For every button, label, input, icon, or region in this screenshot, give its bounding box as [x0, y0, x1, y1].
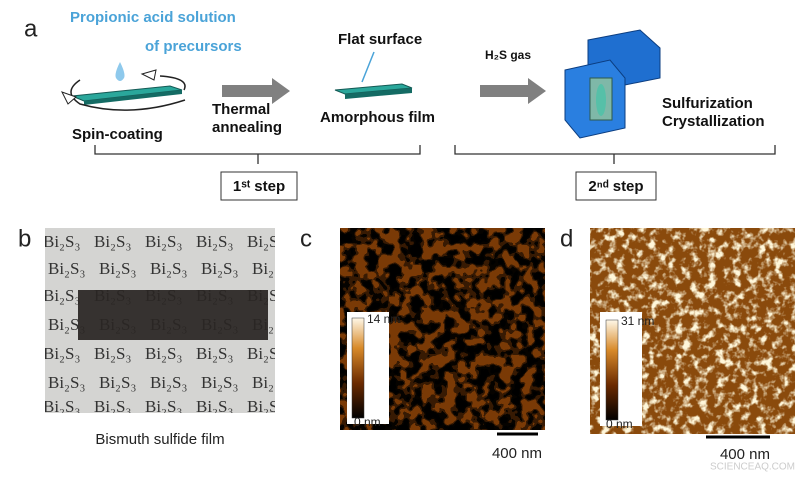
step-label: 1ˢᵗ step [233, 178, 285, 195]
photo-text: Bi₂S₃ [94, 397, 131, 416]
solution-text: Propionic acid solution [70, 9, 236, 26]
photo-text: Bi₂S₃ [201, 373, 238, 392]
colorbar [605, 319, 619, 421]
step-text: Spin-coating [72, 126, 163, 143]
photo-text: Bi₂S₃ [252, 373, 289, 392]
photo-text: Bi₂S₃ [48, 373, 85, 392]
scale-label: 400 nm [720, 446, 770, 463]
photo-text: Bi₂S₃ [150, 259, 187, 278]
process-arrow [222, 78, 290, 104]
photo-text: Bi₂S₃ [145, 397, 182, 416]
step-box [575, 171, 657, 201]
photo-text: Bi₂S₃ [94, 344, 131, 363]
caption: Bismuth sulfide film [95, 431, 224, 448]
rotation-arrow [70, 79, 186, 111]
step-text: Sulfurization [662, 95, 753, 112]
colorbar-label: 31 nm [621, 314, 654, 328]
scale-label: 400 nm [492, 445, 542, 462]
film-sample [78, 290, 268, 340]
step-label: 2ⁿᵈ step [588, 178, 643, 195]
droplet [115, 62, 125, 81]
arrow-head [60, 91, 77, 105]
photo-text: Bi₂S₃ [145, 344, 182, 363]
photo-text: Bi₂S₃ [247, 344, 284, 363]
film-side [345, 88, 412, 99]
furnace [564, 29, 661, 139]
photo-text: Bi₂S₃ [201, 259, 238, 278]
pointer [361, 51, 375, 83]
arrow-head [140, 69, 157, 81]
photo-text: Bi₂S₃ [43, 344, 80, 363]
photo-text: Bi₂S₃ [145, 232, 182, 251]
panel-label: d [560, 225, 573, 252]
watermark: SCIENCEAQ.COM [710, 462, 795, 473]
rotation-arrow [159, 75, 186, 91]
photo-text: Bi₂S₃ [94, 232, 131, 251]
photo-text: Bi₂S₃ [247, 232, 284, 251]
gas-text: H₂S gas [485, 48, 531, 62]
panel-label: c [300, 225, 312, 252]
photo-text: Bi₂S₃ [196, 397, 233, 416]
colorbar-label: 14 nm [367, 312, 400, 326]
panel-label: a [24, 15, 38, 42]
step-text: Amorphous film [320, 109, 435, 126]
photo-text: Bi₂S₃ [247, 397, 284, 416]
photo-text: Bi₂S₃ [196, 232, 233, 251]
step-text: annealing [212, 119, 282, 136]
colorbar [351, 317, 365, 419]
photo-text: Bi₂S₃ [43, 232, 80, 251]
panel-label: b [18, 225, 31, 252]
photo-text: Bi₂S₃ [99, 373, 136, 392]
bracket [454, 145, 776, 164]
colorbar-label: 0 nm [354, 415, 381, 429]
photo-text: Bi₂S₃ [43, 397, 80, 416]
bracket [94, 145, 421, 164]
photo-text: Bi₂S₃ [99, 259, 136, 278]
step-text: Flat surface [338, 31, 422, 48]
step-text: Thermal [212, 101, 270, 118]
photo-text: Bi₂S₃ [196, 344, 233, 363]
step-box [220, 171, 298, 201]
photo-text: Bi₂S₃ [43, 286, 80, 305]
solution-text: of precursors [145, 38, 242, 55]
photo-text: Bi₂S₃ [48, 259, 85, 278]
colorbar-label: 0 nm [606, 417, 633, 431]
photo-text: Bi₂S₃ [252, 259, 289, 278]
substrate-side [84, 90, 182, 105]
step-text: Crystallization [662, 113, 765, 130]
photo-text: Bi₂S₃ [48, 315, 85, 334]
process-arrow [480, 78, 546, 104]
photo-text: Bi₂S₃ [150, 373, 187, 392]
